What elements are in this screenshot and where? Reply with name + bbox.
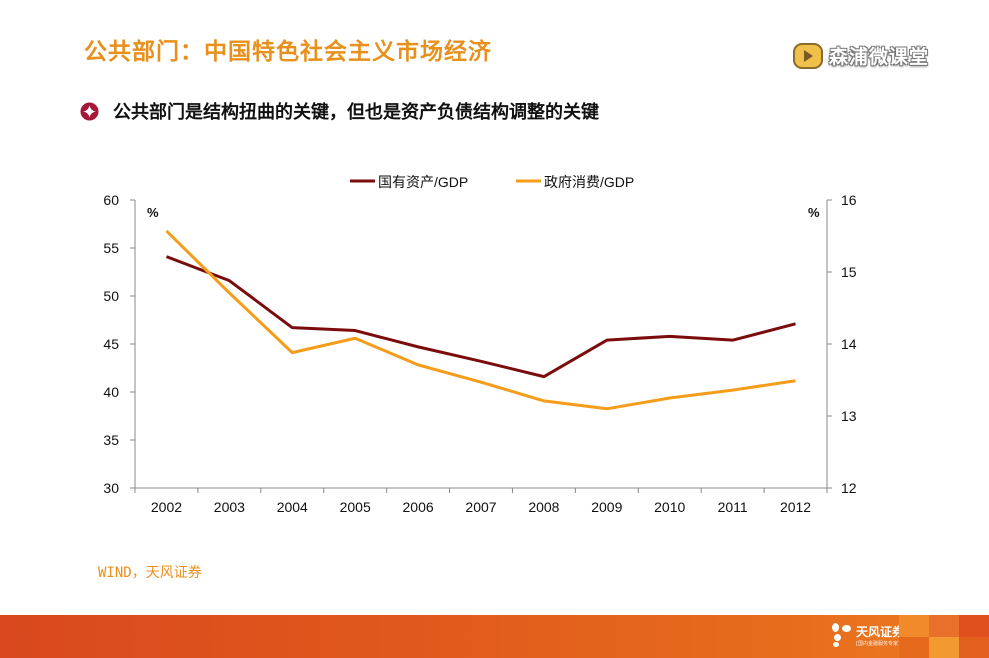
x-tick-label: 2008	[528, 499, 559, 515]
right-axis-unit: %	[808, 205, 820, 220]
diamond-circle-bullet-icon	[80, 101, 99, 121]
source-note: WIND，天风证券	[98, 565, 202, 581]
x-tick-label: 2011	[718, 499, 748, 515]
x-tick-label: 2010	[654, 499, 685, 515]
x-tick-label: 2007	[465, 499, 496, 515]
footer-bar: 天风证券 [国内金融服务专家]	[0, 615, 989, 658]
right-tick-label: 15	[841, 264, 857, 280]
left-tick-label: 40	[103, 384, 119, 400]
right-tick-label: 13	[841, 408, 857, 424]
x-tick-label: 2012	[780, 499, 811, 515]
line-chart: 国有资产/GDP 政府消费/GDP 30 35 40 45 50 55 60 12 13 14 15…	[103, 174, 856, 515]
left-tick-label: 55	[103, 240, 119, 256]
left-tick-label: 35	[103, 432, 119, 448]
bullet-text: 公共部门是结构扭曲的关键，但也是资产负债结构调整的关键	[113, 102, 599, 123]
chart-legend: 国有资产/GDP 政府消费/GDP	[350, 174, 634, 190]
left-tick-label: 60	[103, 192, 119, 208]
x-tick-label: 2002	[151, 499, 182, 515]
series-line-state-assets	[165, 255, 796, 379]
page-title: 公共部门：中国特色社会主义市场经济	[84, 38, 492, 65]
brand-label: 森浦微课堂	[829, 46, 930, 68]
left-tick-label: 45	[103, 336, 119, 352]
series-line-gov-consumption	[165, 229, 796, 411]
chart-series	[165, 229, 796, 411]
x-tick-label: 2003	[214, 499, 245, 515]
right-tick-label: 14	[841, 336, 857, 352]
footer-logo: 天风证券 [国内金融服务专家]	[830, 623, 904, 647]
x-tick-label: 2009	[591, 499, 622, 515]
play-icon	[793, 42, 823, 69]
footer-logo-name: 天风证券	[856, 625, 905, 639]
chart-axes: 30 35 40 45 50 55 60 12 13 14 15 16 2002 2003 2004 2005…	[103, 192, 856, 515]
legend-label-state-assets: 国有资产/GDP	[378, 174, 468, 190]
brand-logo: 森浦微课堂	[793, 42, 929, 69]
right-tick-label: 16	[841, 192, 857, 208]
flower-logo-icon	[830, 623, 852, 647]
x-tick-label: 2006	[403, 499, 434, 515]
right-tick-label: 12	[841, 480, 857, 496]
bullet-point: 公共部门是结构扭曲的关键，但也是资产负债结构调整的关键	[80, 98, 599, 124]
left-tick-label: 30	[103, 480, 119, 496]
footer-logo-sub: [国内金融服务专家]	[856, 641, 900, 647]
left-axis-unit: %	[147, 205, 159, 220]
legend-label-gov-consumption: 政府消费/GDP	[544, 174, 634, 190]
footer-decoration	[899, 615, 989, 658]
x-tick-label: 2004	[277, 499, 308, 515]
x-tick-label: 2005	[340, 499, 371, 515]
left-tick-label: 50	[103, 288, 119, 304]
